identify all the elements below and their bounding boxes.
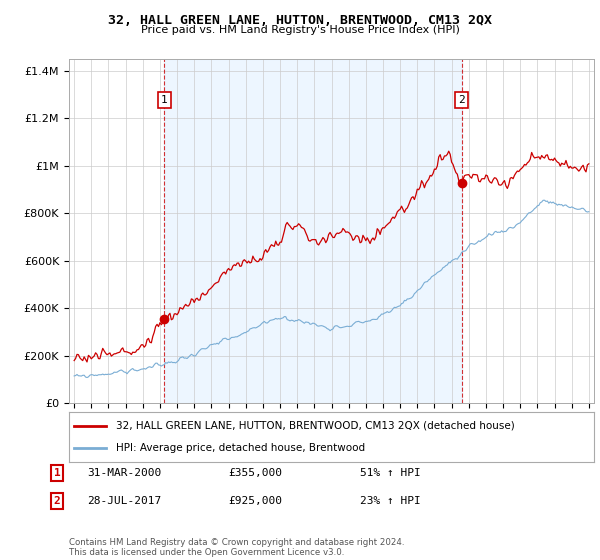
Text: 31-MAR-2000: 31-MAR-2000 [87,468,161,478]
Text: 23% ↑ HPI: 23% ↑ HPI [360,496,421,506]
Text: 1: 1 [161,95,167,105]
Bar [164,59,461,403]
Text: Price paid vs. HM Land Registry's House Price Index (HPI): Price paid vs. HM Land Registry's House … [140,25,460,35]
Text: 2: 2 [458,95,465,105]
Text: HPI: Average price, detached house, Brentwood: HPI: Average price, detached house, Bren… [116,443,365,453]
Text: £355,000: £355,000 [228,468,282,478]
Text: 2: 2 [53,496,61,506]
Text: £925,000: £925,000 [228,496,282,506]
Text: 32, HALL GREEN LANE, HUTTON, BRENTWOOD, CM13 2QX (detached house): 32, HALL GREEN LANE, HUTTON, BRENTWOOD, … [116,421,515,431]
Text: 51% ↑ HPI: 51% ↑ HPI [360,468,421,478]
Text: 28-JUL-2017: 28-JUL-2017 [87,496,161,506]
Text: 32, HALL GREEN LANE, HUTTON, BRENTWOOD, CM13 2QX: 32, HALL GREEN LANE, HUTTON, BRENTWOOD, … [108,14,492,27]
Text: 1: 1 [53,468,61,478]
Text: Contains HM Land Registry data © Crown copyright and database right 2024.
This d: Contains HM Land Registry data © Crown c… [69,538,404,557]
